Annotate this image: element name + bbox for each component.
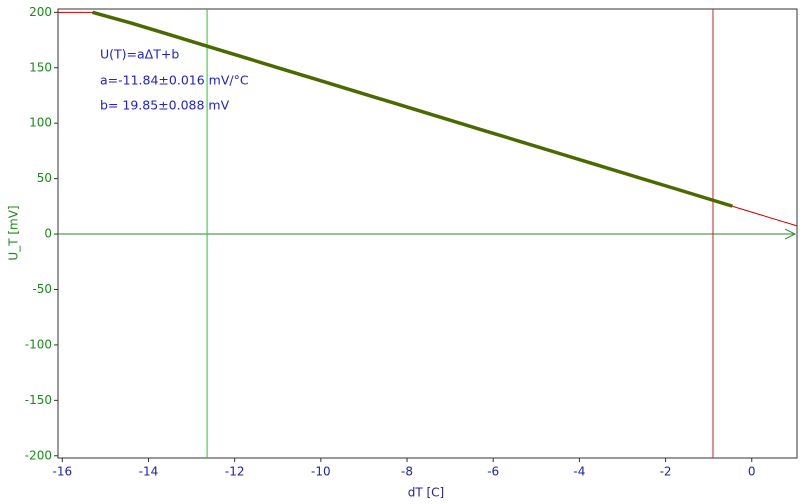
x-tick-label: -6 bbox=[487, 465, 499, 479]
y-tick-label: 200 bbox=[29, 5, 52, 19]
data-line bbox=[92, 10, 733, 208]
x-tick-label: -16 bbox=[53, 465, 73, 479]
x-tick-label: 0 bbox=[748, 465, 756, 479]
y-tick-label: 150 bbox=[29, 60, 52, 74]
x-tick-label: -10 bbox=[311, 465, 331, 479]
x-tick-label: -2 bbox=[660, 465, 672, 479]
x-tick-label: -4 bbox=[573, 465, 585, 479]
annotation: U(T)=aΔT+b bbox=[100, 47, 179, 62]
y-tick-label: -200 bbox=[25, 448, 52, 462]
y-axis-label: U_T [mV] bbox=[7, 205, 21, 260]
plot-frame bbox=[57, 8, 798, 459]
y-tick-label: 50 bbox=[37, 171, 52, 185]
y-tick-label: 100 bbox=[29, 116, 52, 130]
annotation: a=-11.84±0.016 mV/°C bbox=[100, 73, 249, 88]
x-tick-label: -12 bbox=[225, 465, 245, 479]
y-tick-label: -100 bbox=[25, 337, 52, 351]
y-tick-label: -150 bbox=[25, 393, 52, 407]
x-axis-label: dT [C] bbox=[408, 486, 445, 500]
y-tick-label: 0 bbox=[44, 227, 52, 241]
annotation: b= 19.85±0.088 mV bbox=[100, 98, 230, 113]
x-tick-label: -8 bbox=[401, 465, 413, 479]
y-tick-label: -50 bbox=[32, 282, 52, 296]
x-tick-label: -14 bbox=[139, 465, 159, 479]
zero-arrow bbox=[784, 228, 797, 240]
